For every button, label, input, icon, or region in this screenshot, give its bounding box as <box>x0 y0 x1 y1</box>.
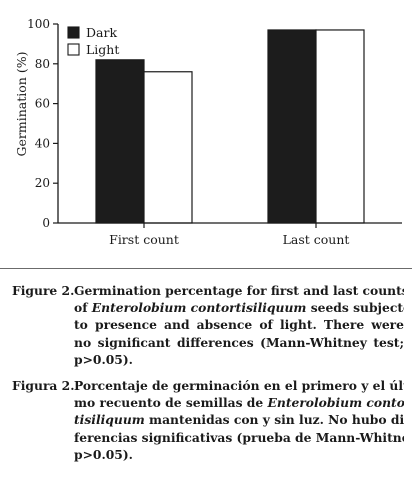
caption-top-rule <box>0 268 412 269</box>
caption-line: to presence and absence of light. There … <box>74 316 404 333</box>
y-ticks-group: 0 20 40 60 80 100 <box>27 17 58 230</box>
caption-text: to presence and absence of light. There … <box>74 317 404 333</box>
caption-line: Porcentaje de germinación en el primero … <box>74 377 404 394</box>
y-tick-label: 0 <box>42 216 50 230</box>
caption-text: p>0.05). <box>74 446 133 462</box>
bars-group <box>95 29 365 224</box>
legend: Dark Light <box>67 25 119 57</box>
caption-line: ferencias significativas (prueba de Mann… <box>74 429 404 446</box>
caption-english: Figure 2. Germination percentage for fir… <box>12 282 404 368</box>
caption-spanish: Figura 2. Porcentaje de germinación en e… <box>12 377 404 463</box>
x-tick-label: First count <box>109 232 179 247</box>
caption-line: Germination percentage for first and las… <box>74 282 404 299</box>
y-tick-label: 60 <box>35 97 50 111</box>
caption-english-label: Figure 2. <box>12 283 75 298</box>
caption-line: p>0.05). <box>74 446 404 463</box>
caption-text: seeds subjected <box>310 300 404 316</box>
caption-text: p>0.05). <box>74 351 133 367</box>
caption-italic-text: tisiliquum <box>74 412 145 428</box>
caption-line: no significant differences (Mann-Whitney… <box>74 334 404 351</box>
legend-swatch-light <box>67 43 80 56</box>
bar-dark-2 <box>267 29 317 224</box>
y-tick-label: 100 <box>27 17 50 31</box>
axes-group <box>57 24 402 224</box>
germination-bar-chart: 0 20 40 60 80 100 First count Last count Dark L… <box>14 17 402 247</box>
y-tick-label: 80 <box>35 57 50 71</box>
legend-label-light: Light <box>86 42 119 57</box>
y-axis-label: Germination (%) <box>14 52 29 157</box>
x-tick-label: Last count <box>283 232 350 247</box>
caption-italic-text: Enterolobium contortisiliquum <box>91 300 307 316</box>
caption-line: p>0.05). <box>74 351 404 368</box>
caption-text: Porcentaje de germinación en el primero … <box>74 378 404 393</box>
y-tick-label: 20 <box>35 176 50 190</box>
caption-text: no significant differences (Mann-Whitney… <box>74 334 404 350</box>
bar-light-1 <box>143 71 193 224</box>
caption-text: Germination percentage for first and las… <box>74 283 404 298</box>
y-tick-label: 40 <box>35 136 50 150</box>
legend-swatch-dark <box>67 26 80 39</box>
caption-line: tisiliquum mantenidas con y sin luz. No … <box>74 411 404 428</box>
caption-line: mo recuento de semillas de Enterolobium … <box>74 394 404 411</box>
caption-italic-text: Enterolobium contor- <box>267 395 404 411</box>
caption-line: of Enterolobium contortisiliquum seeds s… <box>74 299 404 316</box>
bar-light-2 <box>315 29 365 224</box>
caption-text: mo recuento de semillas de <box>74 395 268 411</box>
legend-label-dark: Dark <box>86 25 117 40</box>
caption-text: mantenidas con y sin luz. No hubo di- <box>144 412 404 428</box>
caption-spanish-label: Figura 2. <box>12 378 75 393</box>
caption-text: ferencias significativas (prueba de Mann… <box>74 429 404 445</box>
caption-text: of <box>74 300 92 316</box>
bar-dark-1 <box>95 59 145 224</box>
x-ticks-group: First count Last count <box>109 223 349 247</box>
